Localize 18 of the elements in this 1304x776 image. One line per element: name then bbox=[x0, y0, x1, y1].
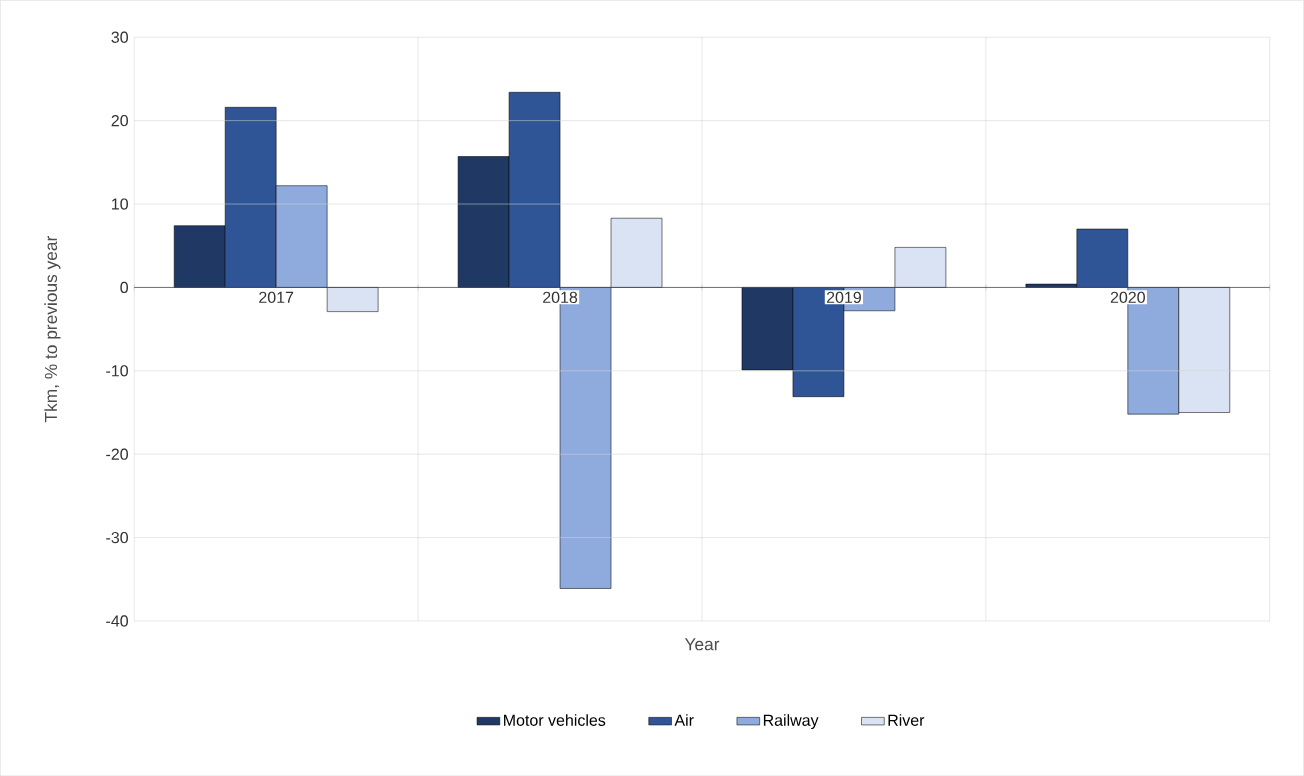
x-tick-label: 2020 bbox=[1110, 291, 1145, 303]
legend-label: Motor vehicles bbox=[504, 714, 606, 726]
y-tick-label: -30 bbox=[106, 531, 128, 544]
x-axis-title: Year bbox=[684, 638, 720, 651]
legend-label: Railway bbox=[763, 714, 819, 729]
x-tick-label: 2018 bbox=[543, 291, 578, 303]
y-tick-label: 20 bbox=[111, 114, 128, 127]
legend-label: Air bbox=[674, 714, 694, 726]
y-tick-label: -20 bbox=[106, 448, 128, 460]
y-tick-label: 30 bbox=[111, 31, 128, 43]
legend-label: River bbox=[888, 714, 925, 726]
y-tick-label: 10 bbox=[112, 198, 128, 210]
x-tick-label: 2019 bbox=[826, 291, 861, 303]
y-axis-title: Tkm, % to previous year bbox=[44, 235, 61, 423]
y-tick-label: -10 bbox=[106, 365, 128, 377]
x-tick-label: 2017 bbox=[259, 291, 294, 303]
y-tick-label: 0 bbox=[120, 281, 129, 293]
y-tick-label: -40 bbox=[106, 615, 128, 627]
